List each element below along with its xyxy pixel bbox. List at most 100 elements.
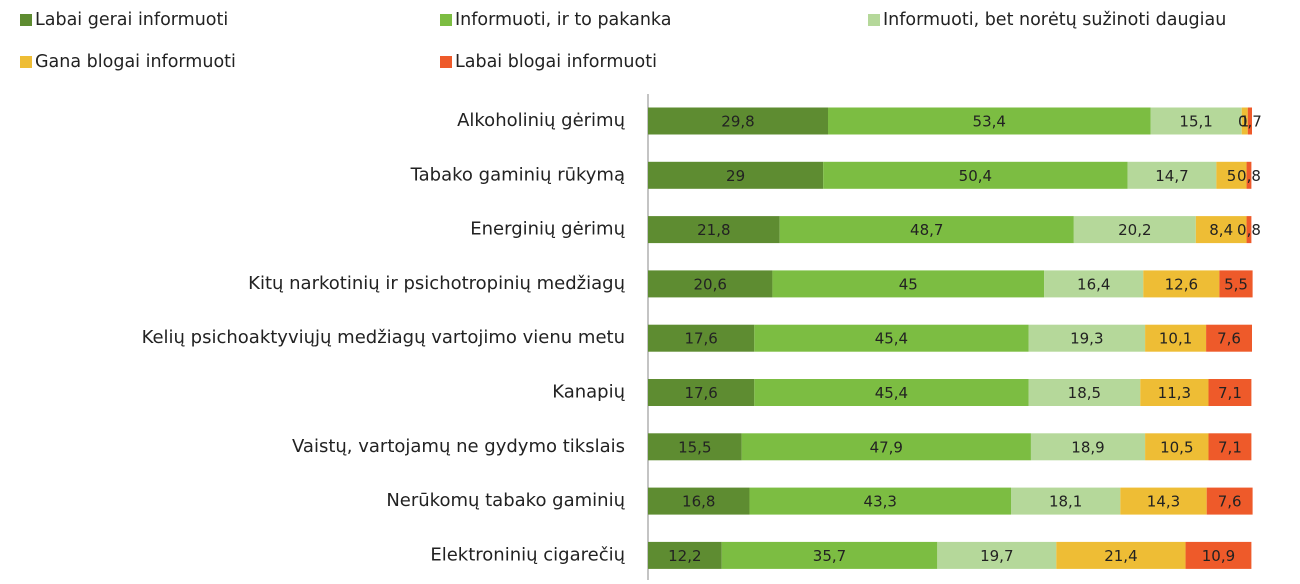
value-label: 45 bbox=[899, 275, 918, 293]
bar-segment bbox=[1206, 487, 1253, 515]
bar-segment bbox=[1246, 161, 1252, 189]
value-label: 18,1 bbox=[1049, 493, 1082, 511]
value-label: 47,9 bbox=[870, 438, 903, 456]
bar-segment bbox=[1028, 379, 1141, 406]
legend-label: Informuoti, ir to pakanka bbox=[455, 10, 671, 30]
value-label: 50,4 bbox=[959, 167, 992, 185]
bar-segment bbox=[1145, 433, 1209, 461]
value-label: 14,3 bbox=[1147, 493, 1180, 511]
legend-swatch bbox=[868, 14, 880, 26]
bar-segment bbox=[648, 216, 780, 244]
bar-segment bbox=[648, 270, 773, 298]
value-label: 7,6 bbox=[1217, 330, 1241, 348]
bar-segment bbox=[1208, 433, 1252, 461]
value-label: 7,1 bbox=[1218, 384, 1242, 402]
bar-segment bbox=[1127, 161, 1217, 189]
bar-segment bbox=[648, 541, 722, 569]
legend-label: Gana blogai informuoti bbox=[35, 52, 236, 72]
value-label: 43,3 bbox=[864, 493, 897, 511]
bar-segment bbox=[1219, 270, 1253, 298]
bar-segment bbox=[648, 487, 750, 515]
value-label: 20,2 bbox=[1118, 221, 1151, 239]
value-label: 15,5 bbox=[678, 438, 711, 456]
value-label: 5,5 bbox=[1224, 275, 1248, 293]
value-label: 48,7 bbox=[910, 221, 943, 239]
value-label: 12,6 bbox=[1165, 275, 1198, 293]
value-label: 20,6 bbox=[694, 275, 727, 293]
bar-segment bbox=[1030, 433, 1146, 461]
value-label: 7,1 bbox=[1218, 438, 1242, 456]
legend-swatch bbox=[440, 56, 452, 68]
legend-label: Labai gerai informuoti bbox=[35, 10, 228, 30]
category-label: Vaistų, vartojamų ne gydymo tikslais bbox=[292, 436, 625, 457]
bar-segment bbox=[1073, 216, 1196, 244]
bar-segment bbox=[721, 541, 938, 569]
value-label: 19,3 bbox=[1070, 330, 1103, 348]
value-label: 18,5 bbox=[1068, 384, 1101, 402]
value-label: 29 bbox=[726, 167, 745, 185]
value-label: 5 bbox=[1227, 167, 1237, 185]
bar-segment bbox=[1044, 270, 1144, 298]
value-label: 16,4 bbox=[1077, 275, 1110, 293]
category-label: Kitų narkotinių ir psichotropinių medžia… bbox=[248, 273, 625, 294]
value-label: 10,1 bbox=[1159, 330, 1192, 348]
value-label: 17,6 bbox=[684, 330, 717, 348]
bar-segment bbox=[1216, 161, 1247, 189]
value-label: 53,4 bbox=[973, 113, 1006, 131]
bar-segment bbox=[827, 107, 1151, 135]
category-label: Alkoholinių gėrimų bbox=[457, 110, 626, 131]
value-label: 15,1 bbox=[1179, 113, 1212, 131]
bar-segment bbox=[1011, 487, 1121, 515]
bar-segment bbox=[1028, 324, 1146, 352]
bar-segment bbox=[1185, 541, 1252, 569]
value-label: 8,4 bbox=[1209, 221, 1233, 239]
value-label: 10,9 bbox=[1202, 547, 1235, 565]
bar-segment bbox=[1120, 487, 1207, 515]
value-label: 0,7 bbox=[1238, 113, 1262, 131]
value-label: 12,2 bbox=[668, 547, 701, 565]
bar-segment bbox=[648, 107, 828, 135]
bar-segment bbox=[1241, 107, 1248, 135]
value-label: 14,7 bbox=[1155, 167, 1188, 185]
bar-segment bbox=[1150, 107, 1242, 135]
legend-label: Labai blogai informuoti bbox=[455, 52, 657, 72]
bar-segment bbox=[648, 379, 755, 406]
value-label: 0,8 bbox=[1237, 221, 1261, 239]
legend-swatch bbox=[440, 14, 452, 26]
value-label: 11,3 bbox=[1158, 384, 1191, 402]
value-label: 29,8 bbox=[721, 113, 754, 131]
bar-segment bbox=[1143, 270, 1220, 298]
legend-swatch bbox=[20, 14, 32, 26]
bar-segment bbox=[754, 379, 1029, 406]
bar-segment bbox=[1140, 379, 1209, 406]
value-label: 1 bbox=[1240, 113, 1250, 131]
value-label: 21,4 bbox=[1104, 547, 1137, 565]
bar-segment bbox=[1195, 216, 1247, 244]
bar-segment bbox=[741, 433, 1031, 461]
bar-segment bbox=[823, 161, 1128, 189]
value-label: 21,8 bbox=[697, 221, 730, 239]
bar-segment bbox=[648, 324, 755, 352]
value-label: 35,7 bbox=[813, 547, 846, 565]
value-label: 0,8 bbox=[1237, 167, 1261, 185]
bar-segment bbox=[1145, 324, 1207, 352]
legend-label: Informuoti, bet norėtų sužinoti daugiau bbox=[883, 10, 1226, 30]
bar-segment bbox=[1056, 541, 1186, 569]
bar-segment bbox=[749, 487, 1012, 515]
bar-segment bbox=[937, 541, 1057, 569]
bar-segment bbox=[648, 161, 824, 189]
bar-segment bbox=[1247, 107, 1252, 135]
legend-swatch bbox=[20, 56, 32, 68]
bar-segment bbox=[779, 216, 1074, 244]
value-label: 18,9 bbox=[1071, 438, 1104, 456]
category-label: Tabako gaminių rūkymą bbox=[410, 164, 625, 185]
bar-segment bbox=[648, 433, 742, 461]
category-label: Elektroninių cigarečių bbox=[430, 544, 625, 565]
value-label: 45,4 bbox=[875, 330, 908, 348]
bar-segment bbox=[772, 270, 1045, 298]
bar-segment bbox=[754, 324, 1029, 352]
bar-segment bbox=[1246, 216, 1252, 244]
value-label: 17,6 bbox=[684, 384, 717, 402]
